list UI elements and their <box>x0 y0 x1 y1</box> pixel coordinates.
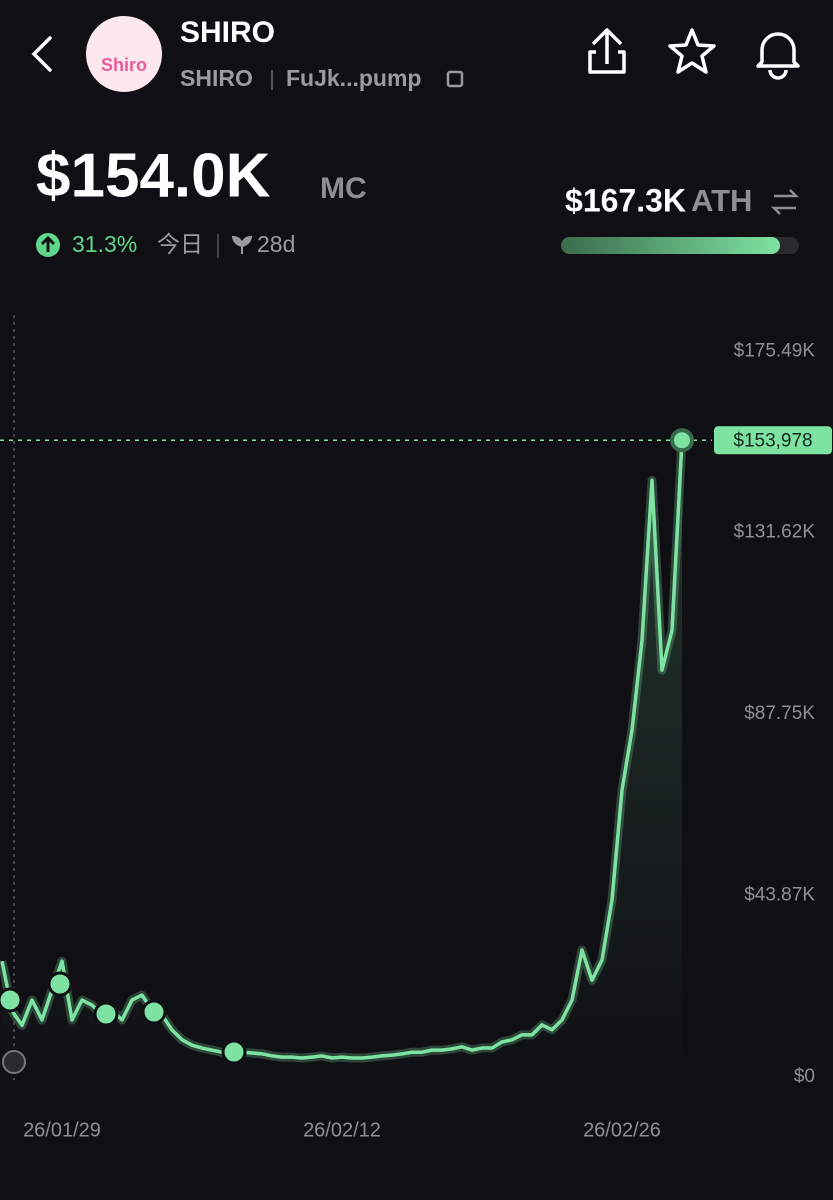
trade-markers <box>0 971 247 1074</box>
age-icon <box>231 235 253 254</box>
market-cap: $154.0K <box>36 141 271 210</box>
x-tick-label: 26/01/29 <box>23 1119 101 1141</box>
y-tick-label: $0 <box>794 1066 815 1087</box>
trade-marker <box>93 1001 119 1027</box>
share-button[interactable] <box>588 28 626 74</box>
plot: $0 $43.87K $87.75K $131.62K $175.49K 26/01/29… <box>0 340 832 1141</box>
favorite-button[interactable] <box>668 28 716 74</box>
price-line <box>0 440 684 1060</box>
ath-progress <box>561 237 780 254</box>
y-tick-label: $43.87K <box>744 885 815 906</box>
current-price-label: $153,978 <box>733 430 812 451</box>
change: 31.3% <box>72 231 137 257</box>
trade-marker <box>47 971 73 997</box>
logo-text: Shiro <box>101 55 147 75</box>
age: 28d <box>257 231 295 257</box>
current-price-tag <box>714 426 832 455</box>
ath-unit: ATH <box>691 183 752 218</box>
y-tick-label: $131.62K <box>734 522 816 543</box>
trade-marker <box>0 987 23 1013</box>
copy-icon[interactable] <box>446 70 464 88</box>
token-name: SHIRO <box>180 16 275 49</box>
x-tick-label: 26/02/12 <box>303 1119 381 1141</box>
back-button[interactable] <box>31 36 52 72</box>
change-arrow <box>40 235 56 252</box>
last-point <box>670 428 694 453</box>
x-tick-label: 26/02/26 <box>583 1119 661 1141</box>
change-period: 今日 <box>157 231 203 257</box>
ath-value: $167.3K <box>565 182 686 218</box>
y-tick-label: $175.49K <box>734 340 816 361</box>
dev-marker <box>2 1050 26 1074</box>
trade-marker <box>221 1039 247 1065</box>
token-symbol: SHIRO <box>180 65 253 91</box>
trade-marker <box>141 999 167 1025</box>
y-tick-label: $87.75K <box>744 703 815 724</box>
token-address[interactable]: FuJk...pump <box>286 65 421 91</box>
market-cap-unit: MC <box>320 172 367 205</box>
alert-button[interactable] <box>756 32 800 80</box>
swap-icon[interactable] <box>770 189 800 215</box>
token-logo <box>86 16 162 92</box>
